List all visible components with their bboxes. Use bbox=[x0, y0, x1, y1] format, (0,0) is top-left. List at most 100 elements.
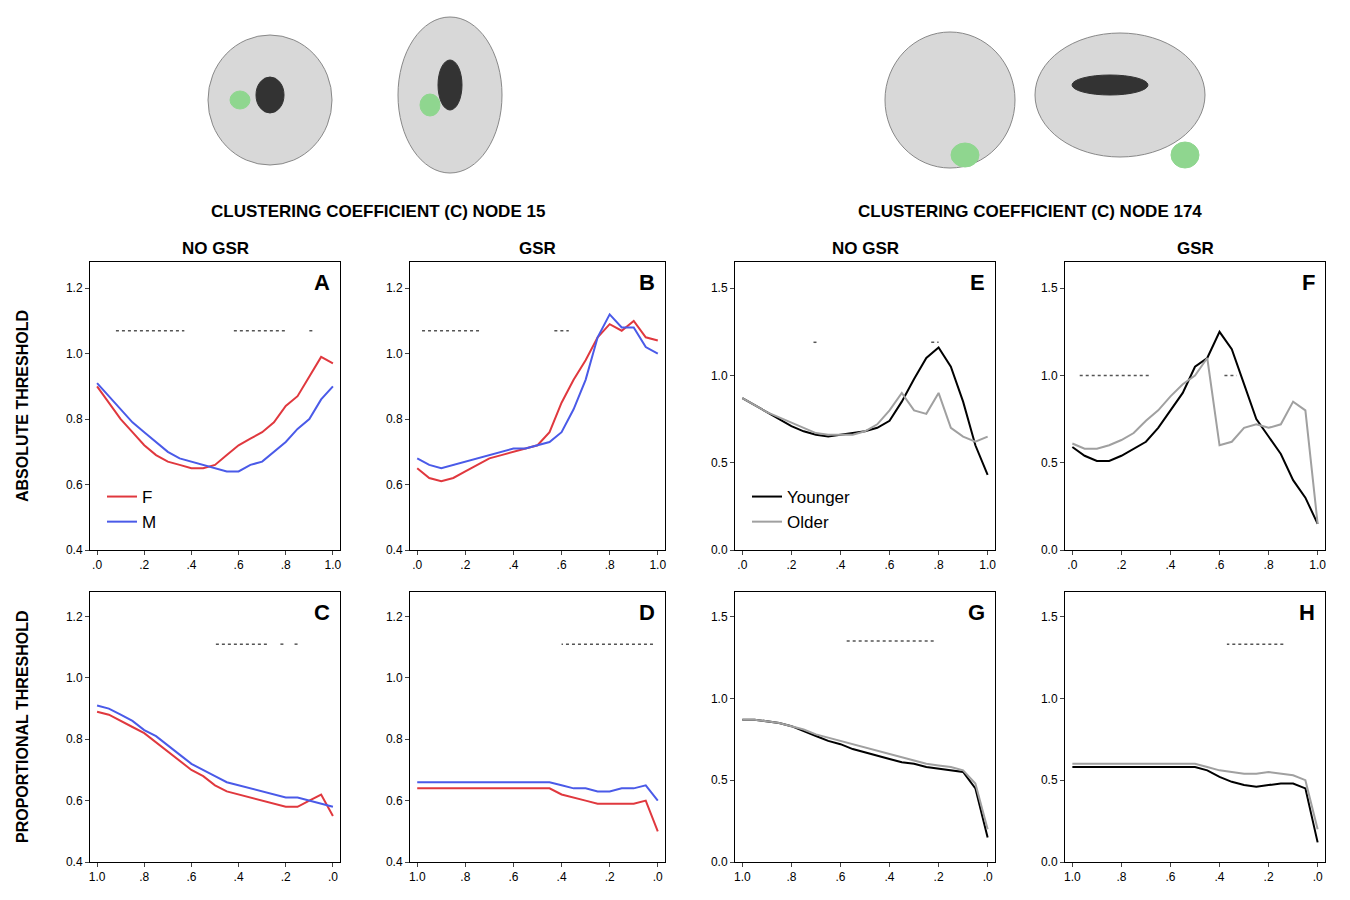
svg-text:.2: .2 bbox=[934, 870, 944, 884]
svg-text:1.0: 1.0 bbox=[1041, 692, 1058, 706]
svg-text:.8: .8 bbox=[1264, 558, 1274, 572]
svg-text:.4: .4 bbox=[1165, 558, 1175, 572]
svg-text:GSR: GSR bbox=[1177, 239, 1214, 258]
svg-text:.2: .2 bbox=[139, 558, 149, 572]
svg-text:.0: .0 bbox=[1067, 558, 1077, 572]
svg-text:.2: .2 bbox=[460, 558, 470, 572]
svg-text:.0: .0 bbox=[92, 558, 102, 572]
svg-text:.0: .0 bbox=[412, 558, 422, 572]
svg-text:G: G bbox=[968, 600, 985, 625]
svg-text:E: E bbox=[970, 270, 985, 295]
svg-text:F: F bbox=[1302, 270, 1315, 295]
svg-text:.4: .4 bbox=[557, 870, 567, 884]
svg-text:.2: .2 bbox=[1264, 870, 1274, 884]
svg-text:Younger: Younger bbox=[787, 488, 850, 507]
svg-text:.2: .2 bbox=[786, 558, 796, 572]
svg-text:1.5: 1.5 bbox=[711, 281, 728, 295]
svg-text:0.8: 0.8 bbox=[386, 412, 403, 426]
svg-text:A: A bbox=[314, 270, 330, 295]
svg-text:0.8: 0.8 bbox=[386, 732, 403, 746]
svg-text:.0: .0 bbox=[737, 558, 747, 572]
svg-text:1.0: 1.0 bbox=[89, 870, 106, 884]
svg-text:CLUSTERING COEFFICIENT (C) NOD: CLUSTERING COEFFICIENT (C) NODE 15 bbox=[211, 202, 545, 221]
svg-text:1.0: 1.0 bbox=[1041, 369, 1058, 383]
svg-text:CLUSTERING COEFFICIENT (C) NOD: CLUSTERING COEFFICIENT (C) NODE 174 bbox=[858, 202, 1202, 221]
svg-text:.6: .6 bbox=[885, 558, 895, 572]
svg-text:ABSOLUTE THRESHOLD: ABSOLUTE THRESHOLD bbox=[14, 310, 31, 502]
svg-text:1.0: 1.0 bbox=[734, 870, 751, 884]
svg-text:.4: .4 bbox=[508, 558, 518, 572]
svg-text:.6: .6 bbox=[557, 558, 567, 572]
svg-text:1.0: 1.0 bbox=[979, 558, 996, 572]
svg-text:.6: .6 bbox=[508, 870, 518, 884]
svg-text:0.0: 0.0 bbox=[1041, 543, 1058, 557]
svg-text:B: B bbox=[639, 270, 655, 295]
svg-text:.8: .8 bbox=[934, 558, 944, 572]
svg-text:.4: .4 bbox=[186, 558, 196, 572]
svg-text:0.6: 0.6 bbox=[386, 478, 403, 492]
svg-text:NO GSR: NO GSR bbox=[182, 239, 249, 258]
svg-text:1.2: 1.2 bbox=[66, 610, 83, 624]
svg-text:1.5: 1.5 bbox=[1041, 610, 1058, 624]
svg-text:H: H bbox=[1299, 600, 1315, 625]
svg-text:M: M bbox=[142, 513, 156, 532]
svg-text:0.6: 0.6 bbox=[386, 794, 403, 808]
svg-text:.6: .6 bbox=[234, 558, 244, 572]
svg-text:1.0: 1.0 bbox=[66, 671, 83, 685]
svg-text:1.5: 1.5 bbox=[1041, 281, 1058, 295]
svg-text:0.6: 0.6 bbox=[66, 478, 83, 492]
svg-text:1.0: 1.0 bbox=[1309, 558, 1326, 572]
svg-text:0.5: 0.5 bbox=[1041, 773, 1058, 787]
svg-text:.2: .2 bbox=[281, 870, 291, 884]
svg-text:0.4: 0.4 bbox=[386, 855, 403, 869]
svg-text:.4: .4 bbox=[1215, 870, 1225, 884]
svg-text:1.0: 1.0 bbox=[386, 671, 403, 685]
svg-text:.4: .4 bbox=[234, 870, 244, 884]
svg-text:.6: .6 bbox=[835, 870, 845, 884]
svg-text:0.4: 0.4 bbox=[386, 543, 403, 557]
svg-text:.6: .6 bbox=[1215, 558, 1225, 572]
svg-text:1.2: 1.2 bbox=[66, 281, 83, 295]
svg-text:PROPORTIONAL THRESHOLD: PROPORTIONAL THRESHOLD bbox=[14, 610, 31, 843]
svg-text:0.8: 0.8 bbox=[66, 732, 83, 746]
svg-text:.8: .8 bbox=[460, 870, 470, 884]
svg-text:1.0: 1.0 bbox=[711, 369, 728, 383]
svg-text:1.2: 1.2 bbox=[386, 281, 403, 295]
svg-text:.6: .6 bbox=[186, 870, 196, 884]
svg-text:D: D bbox=[639, 600, 655, 625]
svg-text:1.0: 1.0 bbox=[386, 347, 403, 361]
svg-text:1.0: 1.0 bbox=[66, 347, 83, 361]
svg-text:0.6: 0.6 bbox=[66, 794, 83, 808]
svg-text:.8: .8 bbox=[1116, 870, 1126, 884]
svg-text:1.0: 1.0 bbox=[325, 558, 342, 572]
svg-text:1.5: 1.5 bbox=[711, 610, 728, 624]
svg-text:.6: .6 bbox=[1165, 870, 1175, 884]
svg-text:.2: .2 bbox=[605, 870, 615, 884]
svg-text:1.0: 1.0 bbox=[409, 870, 426, 884]
svg-text:Older: Older bbox=[787, 513, 829, 532]
svg-text:NO GSR: NO GSR bbox=[832, 239, 899, 258]
svg-text:1.0: 1.0 bbox=[711, 692, 728, 706]
svg-text:1.0: 1.0 bbox=[1064, 870, 1081, 884]
svg-text:C: C bbox=[314, 600, 330, 625]
svg-text:1.0: 1.0 bbox=[649, 558, 666, 572]
svg-text:.0: .0 bbox=[983, 870, 993, 884]
svg-text:.2: .2 bbox=[1116, 558, 1126, 572]
svg-text:0.0: 0.0 bbox=[711, 543, 728, 557]
svg-text:.0: .0 bbox=[328, 870, 338, 884]
svg-text:.0: .0 bbox=[1313, 870, 1323, 884]
svg-text:.4: .4 bbox=[885, 870, 895, 884]
svg-text:1.2: 1.2 bbox=[386, 610, 403, 624]
svg-text:F: F bbox=[142, 488, 152, 507]
svg-text:.8: .8 bbox=[281, 558, 291, 572]
svg-text:0.0: 0.0 bbox=[1041, 855, 1058, 869]
svg-text:0.5: 0.5 bbox=[711, 773, 728, 787]
svg-text:GSR: GSR bbox=[519, 239, 556, 258]
svg-text:.8: .8 bbox=[605, 558, 615, 572]
svg-text:0.5: 0.5 bbox=[1041, 456, 1058, 470]
svg-text:0.0: 0.0 bbox=[711, 855, 728, 869]
svg-text:0.4: 0.4 bbox=[66, 855, 83, 869]
svg-text:.4: .4 bbox=[835, 558, 845, 572]
svg-text:0.4: 0.4 bbox=[66, 543, 83, 557]
svg-text:.0: .0 bbox=[653, 870, 663, 884]
